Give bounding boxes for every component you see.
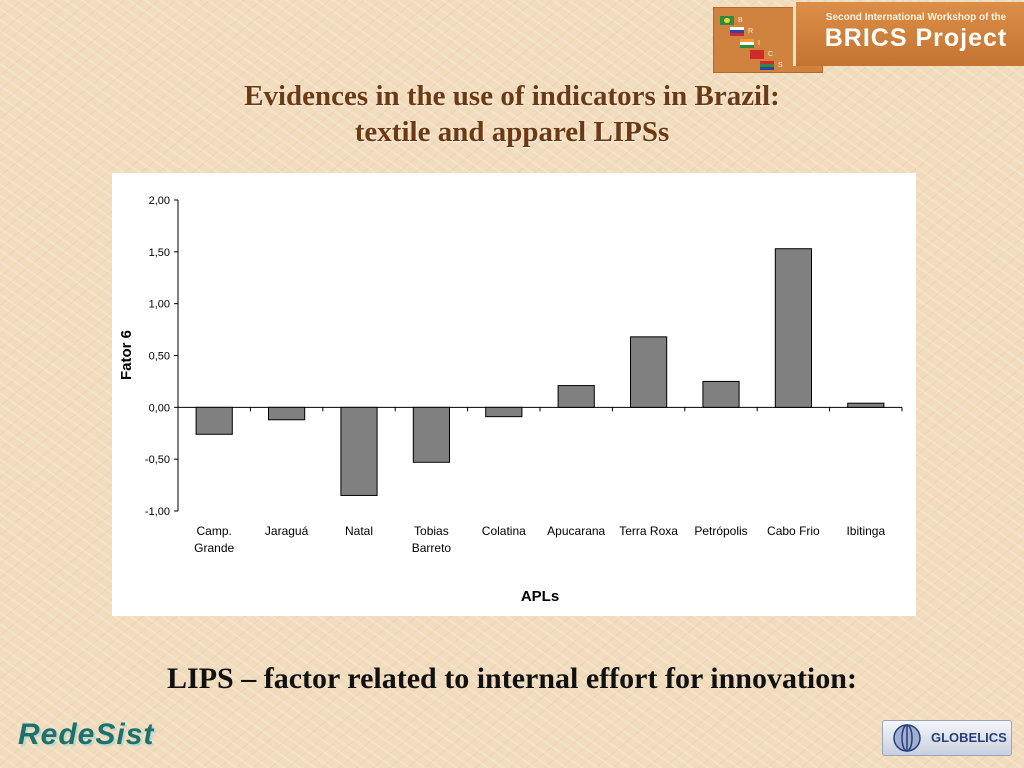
bar bbox=[702, 380, 740, 408]
workshop-title: BRICS Project bbox=[824, 24, 1008, 52]
south-africa-flag-icon bbox=[760, 61, 774, 70]
bar bbox=[268, 406, 306, 421]
redesist-logo: RedeSist bbox=[18, 718, 155, 751]
x-category-label: Ibitinga bbox=[846, 524, 885, 538]
slide-caption: LIPS – factor related to internal effort… bbox=[167, 662, 857, 695]
chart-panel: 2,00 1,50 1,00 0,50 0,00 -0,50 -1,00 Camp. Grand… bbox=[112, 173, 916, 616]
y-tick-label: 1,00 bbox=[149, 299, 170, 311]
y-tick-label: -1,00 bbox=[145, 506, 170, 518]
bar bbox=[630, 336, 668, 408]
x-category-label: Cabo Frio bbox=[767, 524, 820, 538]
x-category-label: Terra Roxa bbox=[619, 524, 678, 538]
y-tick-label: 0,00 bbox=[149, 402, 170, 414]
bar bbox=[847, 402, 885, 408]
slide-title: Evidences in the use of indicators in Br… bbox=[0, 78, 1024, 150]
globelics-logo: GLOBELICS bbox=[882, 720, 1012, 756]
globe-icon bbox=[893, 724, 921, 752]
x-category-label: Jaraguá bbox=[265, 524, 309, 538]
letter-c: C bbox=[768, 51, 774, 58]
x-category-label: Colatina bbox=[482, 524, 526, 538]
slide-title-line2: textile and apparel LIPSs bbox=[354, 116, 670, 148]
bar bbox=[340, 406, 378, 496]
russia-flag-icon bbox=[730, 27, 744, 36]
y-axis-title: Fator 6 bbox=[118, 330, 135, 380]
globelics-text: GLOBELICS bbox=[931, 730, 1007, 745]
x-category-label: Petrópolis bbox=[694, 524, 747, 538]
x-category-label: Natal bbox=[345, 524, 373, 538]
x-axis-title: APLs bbox=[521, 588, 559, 605]
y-tick-label: 1,50 bbox=[149, 247, 170, 259]
bar-chart: 2,00 1,50 1,00 0,50 0,00 -0,50 -1,00 Camp. Grand… bbox=[118, 195, 903, 605]
bar bbox=[557, 385, 595, 408]
bar bbox=[412, 406, 450, 463]
letter-s: S bbox=[778, 62, 783, 69]
letter-b: B bbox=[738, 17, 743, 24]
x-category-label: Apucarana bbox=[547, 524, 605, 538]
letter-i: I bbox=[758, 40, 760, 47]
x-category-label: Tobias bbox=[414, 524, 449, 538]
x-category-label: Grande bbox=[194, 541, 234, 555]
y-tick-label: 0,50 bbox=[149, 351, 170, 363]
x-category-label: Camp. bbox=[197, 524, 232, 538]
china-flag-icon bbox=[750, 50, 764, 59]
bar bbox=[195, 406, 233, 435]
workshop-title-box: Second International Workshop of the BRI… bbox=[793, 2, 1024, 66]
brazil-flag-icon bbox=[720, 16, 734, 25]
workshop-subtitle: Second International Workshop of the bbox=[825, 12, 1007, 23]
slide-title-line1: Evidences in the use of indicators in Br… bbox=[244, 80, 780, 112]
bar bbox=[485, 406, 523, 418]
letter-r: R bbox=[748, 28, 754, 35]
x-category-label: Barreto bbox=[412, 541, 452, 555]
y-tick-label: 2,00 bbox=[149, 195, 170, 207]
workshop-banner: B R I C S Second International Workshop … bbox=[713, 2, 1024, 73]
bar bbox=[774, 248, 812, 408]
y-tick-label: -0,50 bbox=[145, 454, 170, 466]
india-flag-icon bbox=[740, 39, 754, 48]
